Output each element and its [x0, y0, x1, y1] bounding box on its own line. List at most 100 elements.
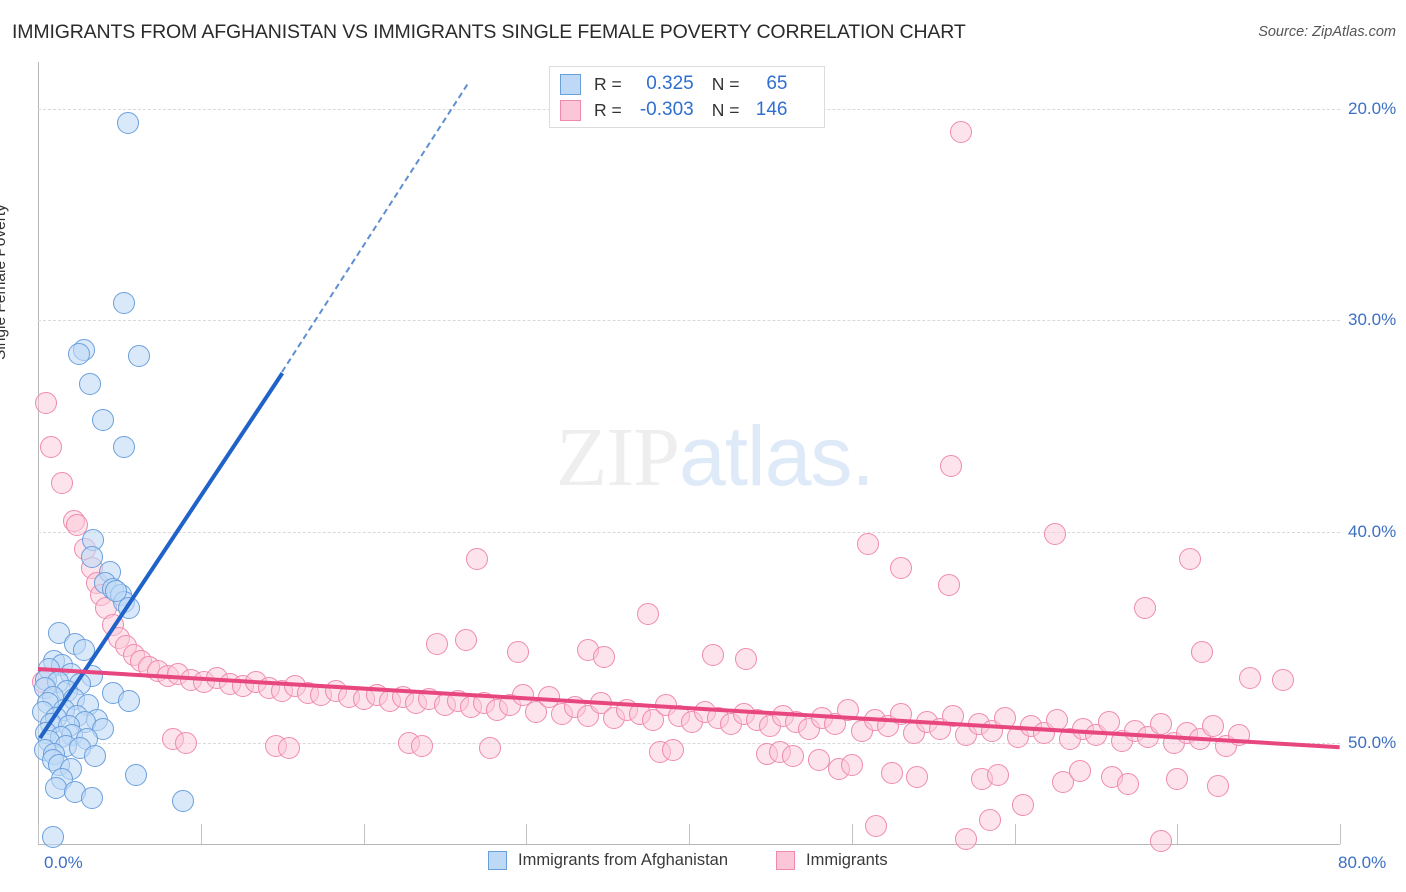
data-point-immigrants	[1190, 641, 1213, 664]
y-tick-label-50: 20.0%	[1348, 98, 1397, 118]
data-point-immigrants	[987, 764, 1010, 787]
legend-item-immigrants[interactable]: Immigrants	[776, 851, 888, 870]
blue-n-value: 65	[766, 73, 788, 94]
data-point-immigrants	[889, 556, 912, 579]
gridline-30	[38, 531, 1340, 533]
data-point-afghanistan	[67, 343, 90, 366]
data-point-immigrants	[1052, 770, 1075, 793]
data-point-afghanistan	[41, 825, 64, 848]
data-point-afghanistan	[79, 372, 102, 395]
data-point-immigrants	[411, 734, 434, 757]
blue-series-swatch	[560, 73, 581, 95]
x-axis-max-label: 80.0%	[1338, 853, 1387, 872]
data-point-immigrants	[466, 548, 489, 571]
legend-item-afghanistan[interactable]: Immigrants from Afghanistan	[488, 851, 728, 870]
pink-n-label: N =	[711, 99, 740, 120]
data-point-immigrants	[905, 766, 928, 789]
y-tick-label-20: 50.0%	[1348, 733, 1397, 753]
data-point-afghanistan	[80, 787, 103, 810]
data-point-immigrants	[642, 709, 665, 732]
pink-series-swatch	[560, 99, 581, 121]
data-point-immigrants	[1206, 774, 1229, 797]
stats-row-pink: R = -0.303 N = 146	[560, 97, 787, 123]
trendline-afghanistan-extrapolated	[281, 83, 469, 373]
data-point-immigrants	[277, 736, 300, 759]
blue-r-label: R =	[594, 73, 622, 94]
x-axis-min-label: 0.0%	[44, 853, 83, 872]
data-point-afghanistan	[72, 639, 95, 662]
blue-r-value: 0.325	[646, 73, 694, 94]
data-point-immigrants	[1117, 772, 1140, 795]
x-tick-20	[363, 824, 365, 844]
data-point-immigrants	[1011, 793, 1034, 816]
watermark-zip: ZIP	[556, 411, 680, 504]
data-point-afghanistan	[105, 580, 128, 603]
data-point-immigrants	[175, 732, 198, 755]
zipatlas-watermark: ZIPatlas.	[556, 408, 875, 506]
legend-label-immigrants: Immigrants	[806, 851, 888, 869]
y-tick-label-30: 40.0%	[1348, 521, 1397, 541]
legend-swatch-afghanistan	[488, 851, 507, 870]
data-point-afghanistan	[116, 112, 139, 135]
data-point-afghanistan	[127, 345, 150, 368]
data-point-immigrants	[857, 533, 880, 556]
data-point-immigrants	[702, 643, 725, 666]
data-point-immigrants	[840, 753, 863, 776]
data-point-immigrants	[954, 827, 977, 850]
plot-area: ZIPatlas.	[31, 62, 1341, 852]
y-axis-line	[38, 62, 39, 845]
data-point-immigrants	[1166, 768, 1189, 791]
data-point-afghanistan	[113, 436, 136, 459]
y-axis-title: Single Female Poverty	[0, 204, 9, 360]
data-point-afghanistan	[80, 546, 103, 569]
gridline-40	[38, 320, 1340, 322]
data-point-immigrants	[949, 120, 972, 143]
data-point-immigrants	[35, 391, 58, 414]
data-point-immigrants	[1068, 759, 1091, 782]
data-point-immigrants	[40, 436, 63, 459]
data-point-immigrants	[66, 514, 89, 537]
data-point-immigrants	[51, 472, 74, 495]
x-tick-30	[526, 824, 528, 844]
data-point-immigrants	[1239, 666, 1262, 689]
data-point-immigrants	[938, 573, 961, 596]
data-point-immigrants	[1149, 829, 1172, 852]
data-point-immigrants	[1133, 596, 1156, 619]
data-point-afghanistan	[171, 789, 194, 812]
x-tick-80	[1340, 824, 1341, 844]
watermark-atlas: atlas.	[679, 409, 875, 503]
data-point-immigrants	[865, 814, 888, 837]
data-point-immigrants	[881, 762, 904, 785]
x-tick-60	[1014, 824, 1016, 844]
data-point-immigrants	[1202, 715, 1225, 738]
data-point-afghanistan	[83, 745, 106, 768]
data-point-afghanistan	[92, 408, 115, 431]
data-point-immigrants	[661, 738, 684, 761]
stats-row-blue: R = 0.325 N = 65	[560, 71, 787, 97]
data-point-immigrants	[455, 628, 478, 651]
x-axis-line	[38, 844, 1340, 845]
data-point-immigrants	[425, 632, 448, 655]
x-tick-50	[851, 824, 853, 844]
blue-n-label: N =	[711, 73, 740, 94]
x-tick-40	[689, 824, 690, 844]
correlation-stats-legend: R = 0.325 N = 65 R = -0.303 N = 146	[549, 66, 825, 128]
y-tick-label-40: 30.0%	[1348, 310, 1397, 330]
series-legend: Immigrants from Afghanistan Immigrants	[488, 851, 888, 870]
data-point-immigrants	[734, 647, 757, 670]
pink-r-value: -0.303	[639, 99, 694, 120]
data-point-afghanistan	[118, 690, 141, 713]
legend-swatch-immigrants	[776, 851, 796, 870]
data-point-immigrants	[1272, 668, 1295, 691]
data-point-afghanistan	[124, 764, 147, 787]
trendline-immigrants	[37, 667, 1341, 750]
data-point-immigrants	[637, 603, 660, 626]
data-point-immigrants	[940, 455, 963, 478]
data-point-immigrants	[479, 736, 502, 759]
gridline-20	[38, 743, 1340, 745]
data-point-immigrants	[979, 808, 1002, 831]
x-tick-70	[1177, 824, 1179, 844]
data-point-immigrants	[782, 745, 805, 768]
data-point-immigrants	[525, 700, 547, 723]
